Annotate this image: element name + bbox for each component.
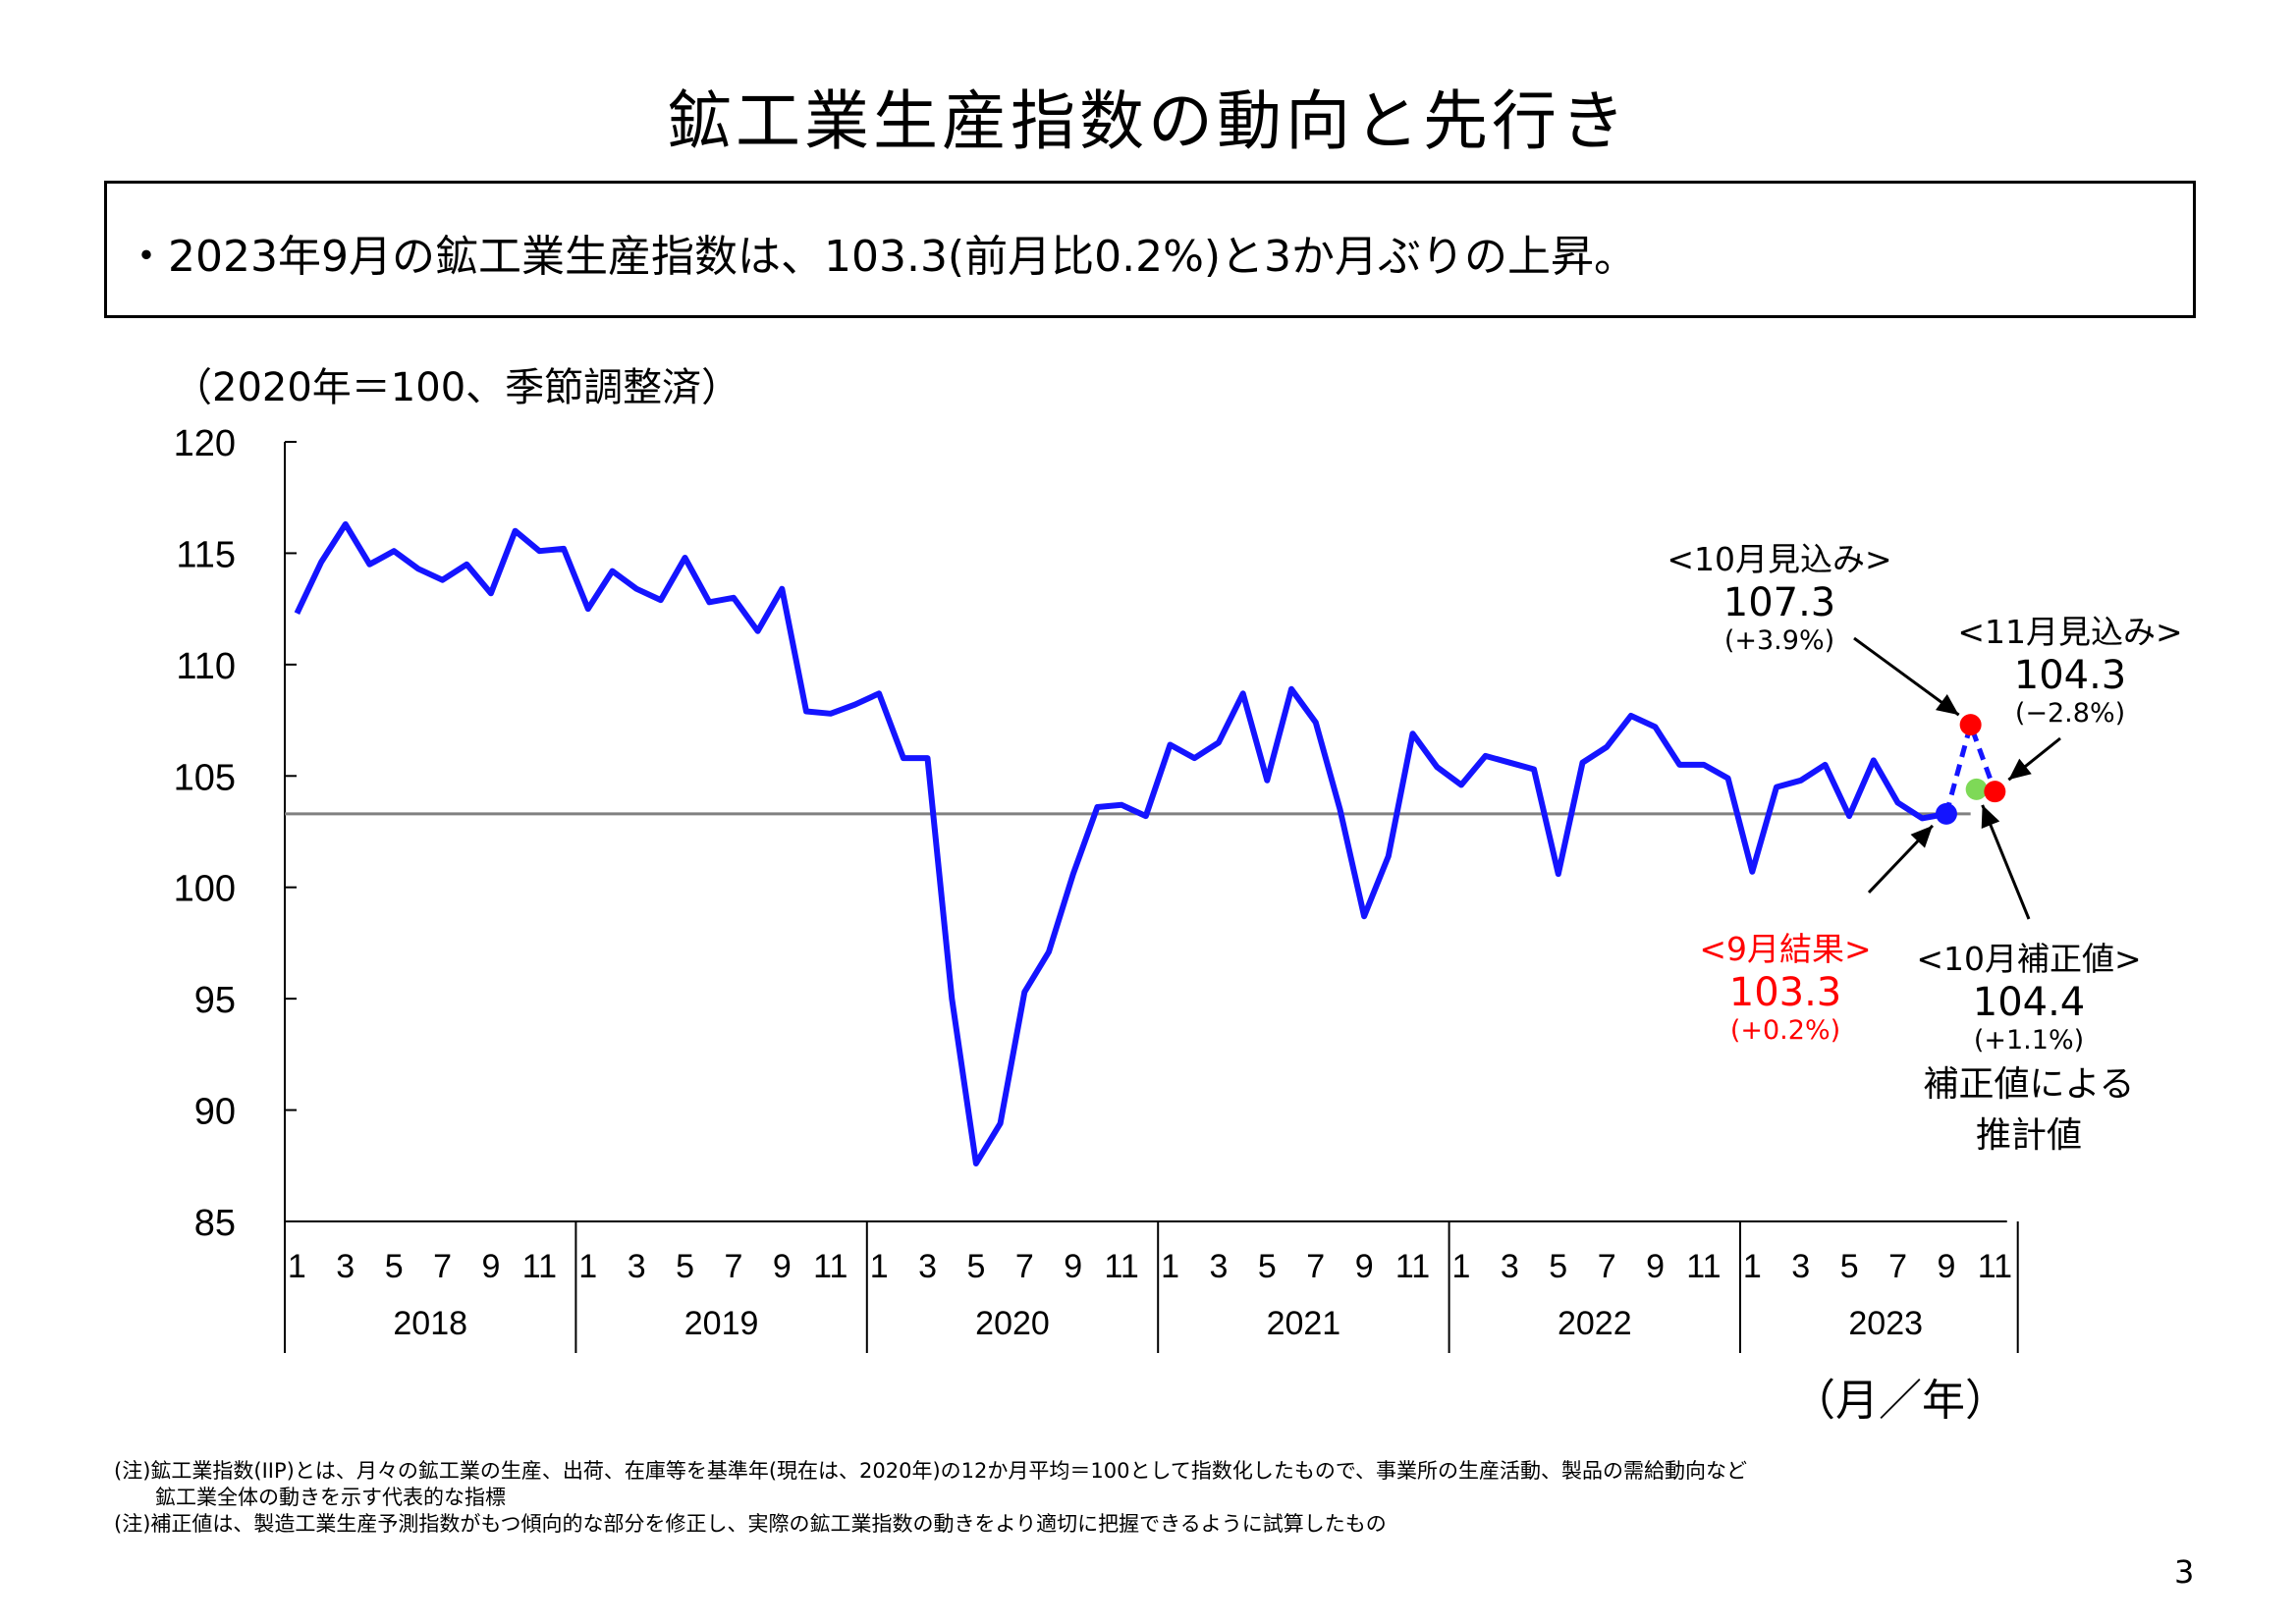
month-tick-label: 11	[522, 1248, 557, 1285]
oct-corrected-label: <10月補正値>	[1916, 940, 2142, 978]
month-tick-label: 1	[1161, 1248, 1179, 1285]
forecast-dashed-line	[1943, 716, 1997, 815]
y-tick-label: 105	[174, 757, 236, 798]
month-tick-label: 1	[1451, 1248, 1470, 1285]
oct-forecast-marker	[1959, 714, 1982, 736]
month-tick-label: 3	[1209, 1248, 1228, 1285]
oct-forecast-arrow-shaft	[1853, 636, 1960, 717]
sep-result-annotation: <9月結果> 103.3 (+0.2%)	[1699, 923, 1871, 1046]
actual-series-line	[294, 520, 1947, 1166]
footnote-2: (注)補正値は、製造工業生産予測指数がもつ傾向的な部分を修正し、実際の鉱工業指数…	[114, 1512, 1387, 1536]
nov-forecast-change: (−2.8%)	[2014, 698, 2126, 729]
month-tick-label: 7	[724, 1248, 742, 1285]
oct-forecast-arrow-head	[1935, 694, 1959, 716]
month-tick-label: 11	[813, 1248, 847, 1285]
sep-result-change: (+0.2%)	[1729, 1015, 1841, 1046]
month-tick-label: 3	[628, 1248, 646, 1285]
oct-corrected-note-line2: 推計値	[1975, 1115, 2083, 1156]
month-tick-label: 5	[385, 1248, 404, 1285]
oct-forecast-annotation: <10月見込み> 107.3 (+3.9%)	[1667, 533, 1891, 656]
month-tick-label: 3	[336, 1248, 355, 1285]
y-axis-unit-note: （2020年＝100、季節調整済）	[173, 365, 741, 410]
summary-text: ・2023年9月の鉱工業生産指数は、103.3(前月比0.2%)と3か月ぶりの上…	[125, 232, 1638, 282]
month-tick-label: 7	[1015, 1248, 1034, 1285]
y-tick-label: 95	[194, 980, 236, 1021]
month-tick-label: 9	[1646, 1248, 1665, 1285]
y-tick-label: 115	[176, 534, 236, 575]
y-tick-label: 85	[194, 1203, 236, 1244]
month-tick-label: 5	[1549, 1248, 1567, 1285]
year-label: 2020	[975, 1305, 1050, 1342]
month-tick-label: 9	[481, 1248, 500, 1285]
month-tick-label: 5	[1840, 1248, 1859, 1285]
month-tick-label: 7	[1888, 1248, 1907, 1285]
year-label: 2019	[684, 1305, 759, 1342]
sep-result-arrow-head	[1910, 825, 1933, 848]
month-tick-label: 7	[1598, 1248, 1616, 1285]
oct-forecast-change: (+3.9%)	[1723, 625, 1835, 656]
month-tick-label: 7	[433, 1248, 452, 1285]
oct-corrected-arrow-head	[1981, 804, 2000, 830]
month-tick-label: 9	[1064, 1248, 1082, 1285]
footnote-1-continued: 鉱工業全体の動きを示す代表的な指標	[155, 1486, 506, 1509]
nov-forecast-marker	[1984, 781, 2006, 803]
footnote-1: (注)鉱工業指数(IIP)とは、月々の鉱工業の生産、出荷、在庫等を基準年(現在は…	[114, 1459, 1747, 1483]
month-tick-label: 9	[773, 1248, 792, 1285]
year-label: 2021	[1267, 1305, 1341, 1342]
sep-result-marker	[1935, 802, 1957, 825]
oct-forecast-value: 107.3	[1722, 580, 1836, 625]
month-tick-label: 11	[1105, 1248, 1139, 1285]
y-tick-label: 90	[194, 1092, 236, 1133]
month-tick-label: 9	[1937, 1248, 1955, 1285]
sep-result-value: 103.3	[1728, 970, 1842, 1015]
x-axis-unit: （月／年）	[1792, 1376, 2008, 1426]
y-tick-label: 110	[176, 646, 236, 687]
oct-corrected-note-line1: 補正値による	[1923, 1064, 2135, 1105]
month-tick-label: 3	[918, 1248, 937, 1285]
page-title: 鉱工業生産指数の動向と先行き	[667, 83, 1629, 159]
year-label: 2023	[1848, 1305, 1923, 1342]
nov-forecast-annotation: <11月見込み> 104.3 (−2.8%)	[1957, 606, 2182, 729]
month-tick-label: 1	[578, 1248, 597, 1285]
nov-forecast-value: 104.3	[2013, 653, 2127, 698]
oct-corrected-annotation: <10月補正値> 104.4 (+1.1%) 補正値による 推計値	[1916, 933, 2141, 1158]
oct-corrected-value: 104.4	[1972, 980, 2086, 1025]
month-tick-label: 11	[1686, 1248, 1721, 1285]
month-tick-label: 1	[870, 1248, 889, 1285]
footnotes: (注)鉱工業指数(IIP)とは、月々の鉱工業の生産、出荷、在庫等を基準年(現在は…	[114, 1458, 1747, 1538]
nov-forecast-arrow-head	[2008, 758, 2032, 781]
nov-forecast-label: <11月見込み>	[1957, 613, 2183, 651]
month-tick-label: 3	[1791, 1248, 1810, 1285]
sep-result-label: <9月結果>	[1699, 930, 1872, 968]
month-tick-label: 5	[966, 1248, 985, 1285]
annotation-arrows	[1853, 636, 2061, 920]
year-label: 2018	[393, 1305, 467, 1342]
year-label: 2022	[1558, 1305, 1632, 1342]
month-tick-label: 7	[1306, 1248, 1325, 1285]
page-number: 3	[2174, 1553, 2195, 1591]
month-tick-label: 5	[1258, 1248, 1277, 1285]
month-tick-label: 3	[1501, 1248, 1519, 1285]
month-tick-label: 9	[1355, 1248, 1374, 1285]
y-tick-label: 100	[174, 869, 236, 910]
month-tick-label: 5	[676, 1248, 694, 1285]
oct-corrected-change: (+1.1%)	[1973, 1025, 2085, 1056]
y-tick-label: 120	[174, 423, 236, 464]
month-tick-label: 11	[1978, 1248, 2012, 1285]
oct-forecast-label: <10月見込み>	[1667, 540, 1892, 578]
series-layer	[294, 520, 2006, 1166]
summary-box: ・2023年9月の鉱工業生産指数は、103.3(前月比0.2%)と3か月ぶりの上…	[104, 181, 2196, 318]
month-tick-label: 1	[1743, 1248, 1762, 1285]
oct-corrected-marker	[1965, 778, 1988, 800]
month-tick-label: 1	[288, 1248, 306, 1285]
month-tick-label: 11	[1395, 1248, 1430, 1285]
